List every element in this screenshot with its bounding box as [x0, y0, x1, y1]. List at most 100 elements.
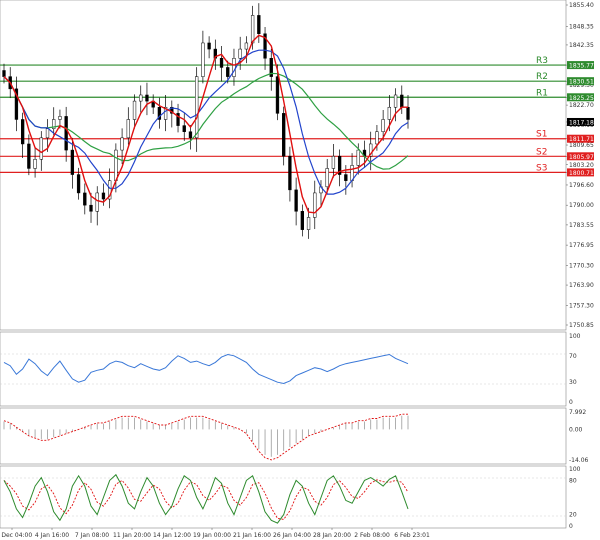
rsi-tick-label: 0 — [569, 399, 573, 406]
candle-body — [70, 149, 75, 175]
price-tick-label: 1829.30 — [569, 82, 594, 89]
candle-body — [288, 155, 292, 191]
time-tick-label: 7 Jan 08:00 — [75, 532, 109, 539]
candle-body — [337, 155, 342, 175]
candle-body — [232, 58, 236, 77]
stoch-tick-label: 0 — [569, 523, 573, 530]
macd-histogram — [3, 415, 409, 457]
candle-body — [250, 15, 255, 44]
candle-body — [344, 174, 348, 181]
main-price-panel: R3 R2 R1 S1 S2 S3 1855.40 1848.35 1842.35 1835.7… — [0, 0, 594, 331]
candle-body — [201, 42, 205, 77]
time-tick-label: 11 Jan 20:00 — [113, 532, 151, 539]
candle-body — [356, 149, 360, 166]
slow-moving-average — [3, 72, 409, 170]
price-tick-label: 1776.95 — [569, 242, 594, 249]
candle-body — [108, 180, 112, 200]
candle-body — [263, 33, 267, 59]
candle-body — [182, 125, 186, 132]
candle-body — [163, 106, 168, 120]
level-tag-bg — [567, 61, 594, 70]
price-axis-ticks: 1855.40 1848.35 1842.35 1835.77 1830.511829.… — [566, 2, 594, 329]
level-tag-bg — [567, 134, 594, 143]
level-label-s1: S1 — [536, 130, 547, 140]
candle-body — [139, 94, 143, 102]
level-tag-r3: 1835.77 — [569, 63, 594, 70]
rsi-line — [3, 353, 409, 385]
candle-body — [83, 192, 87, 206]
time-tick-label: 31 Dec 04:00 — [0, 532, 32, 539]
price-tick-label: 1809.65 — [569, 142, 594, 149]
level-label-r1: R1 — [536, 88, 548, 98]
level-label-s2: S2 — [536, 147, 547, 157]
candle-body — [132, 100, 137, 120]
price-tick-label: 1796.60 — [569, 182, 594, 189]
price-tick-label: 1763.90 — [569, 282, 594, 289]
stoch-tick-label: 80 — [569, 477, 577, 484]
candle-body — [306, 217, 311, 230]
candle-body — [20, 119, 25, 145]
time-tick-label: 26 Jan 04:00 — [273, 532, 311, 539]
candle-body — [27, 143, 31, 169]
candle-body — [325, 168, 329, 188]
candle-body — [120, 137, 124, 151]
candle-body — [275, 76, 280, 114]
main-panel-frame — [0, 0, 567, 331]
level-tag-s2: 1805.97 — [569, 154, 594, 161]
candle-body — [101, 192, 106, 200]
level-label-r3: R3 — [536, 56, 548, 66]
rsi-tick-label: 30 — [569, 379, 577, 386]
stoch-tick-label: 20 — [569, 512, 577, 519]
stoch-axis-ticks: 100 80 20 0 — [569, 466, 581, 530]
time-tick-label: 21 Jan 16:00 — [233, 532, 271, 539]
time-tick-label: 2 Feb 08:00 — [354, 532, 390, 539]
candle-body — [400, 94, 404, 108]
time-tick-label: 14 Jan 12:00 — [153, 532, 191, 539]
level-tag-bg — [567, 93, 594, 102]
price-tick-label: 1757.30 — [569, 302, 594, 309]
macd-tick-label: 0.00 — [569, 426, 583, 433]
candle-body — [300, 211, 304, 230]
candle-body — [170, 106, 174, 114]
level-tag-s1: 1811.71 — [569, 136, 594, 143]
candle-body — [157, 106, 162, 120]
candle-body — [294, 189, 298, 212]
candle-body — [219, 58, 224, 68]
level-tag-r2: 1830.51 — [569, 79, 594, 86]
candle-body — [45, 128, 50, 139]
candle-body — [406, 106, 410, 120]
price-tick-label: 1822.70 — [569, 102, 594, 109]
candle-body — [145, 94, 149, 102]
candle-body — [393, 94, 398, 108]
rsi-panel: 100 70 30 0 — [0, 331, 581, 407]
macd-signal-line — [3, 413, 408, 461]
macd-axis-ticks: 7.992 0.00 -14.06 — [569, 409, 589, 464]
stoch-panel-frame — [0, 465, 567, 529]
candle-body — [14, 88, 19, 120]
candle-body — [39, 137, 43, 160]
candle-body — [64, 116, 68, 151]
candle-body — [331, 155, 336, 169]
candle-body — [369, 143, 373, 157]
candle-body — [375, 131, 379, 145]
candle-body — [387, 106, 392, 120]
rsi-tick-label: 70 — [569, 353, 577, 360]
price-tick-label: 1848.35 — [569, 24, 594, 31]
candle-body — [33, 159, 37, 169]
macd-tick-label: 7.992 — [569, 409, 586, 416]
price-tick-label: 1855.40 — [569, 2, 594, 9]
level-tag-bg — [567, 152, 594, 161]
current-price-label: 1817.18 — [569, 119, 594, 126]
candle-body — [257, 15, 261, 35]
time-tick-label: 28 Jan 20:00 — [313, 532, 351, 539]
level-tag-r1: 1825.25 — [569, 95, 594, 102]
mid-moving-average — [3, 49, 409, 195]
candle-body — [95, 192, 99, 212]
price-tick-label: 1770.30 — [569, 262, 594, 269]
current-price-tag: 1817.18 — [567, 117, 594, 126]
fast-moving-average — [3, 34, 408, 214]
candle-body — [188, 131, 193, 139]
stoch-tick-label: 100 — [569, 466, 581, 473]
rsi-axis-ticks: 100 70 30 0 — [569, 333, 581, 406]
